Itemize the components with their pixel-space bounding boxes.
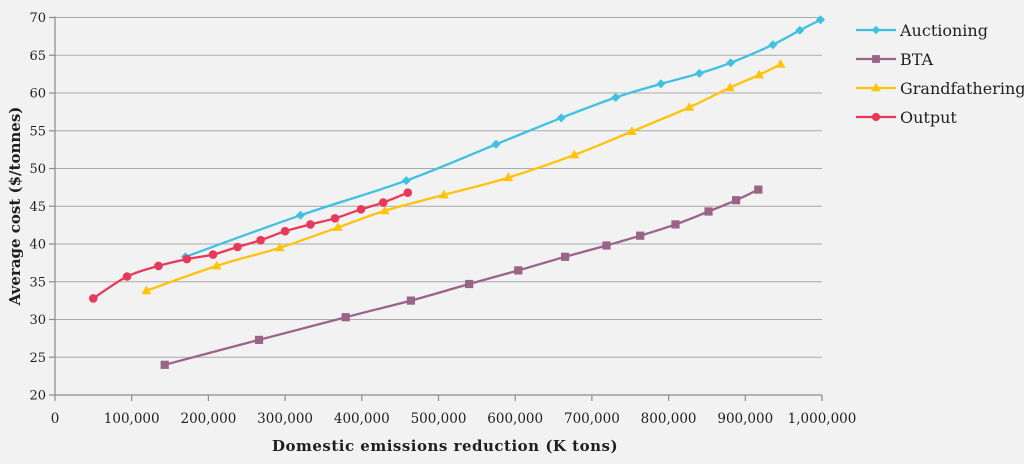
marker-grandfathering (333, 222, 343, 231)
y-tick-label: 25 (29, 351, 46, 366)
marker-auctioning (816, 15, 825, 25)
legend-marker-grandfathering (871, 82, 881, 92)
legend-item-auctioning: Auctioning (855, 20, 1024, 40)
series-line-bta (163, 188, 760, 366)
marker-auctioning (611, 93, 621, 102)
x-tick-label: 700,000 (564, 411, 620, 427)
legend-swatch-bta (856, 55, 896, 63)
marker-bta (704, 207, 713, 216)
x-tick-label: 200,000 (180, 411, 236, 427)
legend-marker-auctioning (871, 25, 881, 35)
x-tick-label: 600,000 (487, 411, 543, 427)
marker-grandfathering (274, 242, 285, 252)
marker-grandfathering (439, 189, 449, 199)
marker-auctioning (295, 210, 305, 220)
marker-auctioning (491, 139, 501, 149)
marker-bta (754, 185, 763, 194)
marker-output (256, 235, 265, 245)
marker-output (182, 254, 192, 264)
marker-bta (732, 196, 741, 205)
marker-bta (254, 335, 264, 344)
marker-output (379, 198, 388, 207)
marker-bta (341, 313, 350, 322)
marker-output (208, 250, 218, 259)
marker-output (330, 214, 340, 223)
legend-label-output: Output (900, 107, 957, 127)
x-tick-label: 800,000 (641, 411, 697, 427)
marker-grandfathering (754, 69, 764, 79)
legend-label-auctioning: Auctioning (900, 20, 988, 40)
marker-bta (636, 231, 645, 240)
marker-bta (514, 266, 523, 275)
series-line-grandfathering (145, 63, 782, 292)
marker-grandfathering (503, 172, 514, 182)
y-tick-label: 40 (29, 238, 46, 253)
y-tick-label: 30 (29, 313, 46, 328)
marker-bta (671, 220, 680, 229)
x-tick-label: 100,000 (104, 411, 160, 427)
legend-swatch-grandfathering (856, 82, 896, 92)
legend-item-output: Output (855, 107, 1024, 127)
marker-auctioning (726, 58, 736, 68)
y-tick-label: 45 (29, 200, 46, 215)
marker-output (306, 220, 315, 229)
legend-swatch-auctioning (856, 25, 896, 35)
legend-item-grandfathering: Grandfathering (855, 78, 1024, 98)
marker-bta (602, 241, 611, 250)
marker-auctioning (694, 68, 704, 78)
y-tick-label: 50 (29, 162, 46, 177)
y-tick-label: 60 (29, 87, 46, 102)
marker-auctioning (401, 176, 411, 186)
legend-swatch-output (856, 112, 896, 122)
marker-grandfathering (775, 59, 786, 68)
y-tick-label: 65 (29, 49, 46, 64)
legend-item-bta: BTA (855, 49, 1024, 69)
x-tick-label: 500,000 (411, 411, 467, 427)
marker-grandfathering (626, 126, 637, 135)
marker-output (356, 205, 366, 214)
marker-auctioning (795, 25, 805, 35)
marker-bta (406, 296, 415, 305)
marker-output (233, 242, 242, 252)
marker-bta (465, 279, 474, 289)
marker-grandfathering (141, 285, 152, 295)
marker-bta (160, 360, 169, 369)
legend-marker-bta (872, 55, 880, 63)
legend: Auctioning BTA Grandfathering Output (855, 20, 1024, 127)
legend-label-grandfathering: Grandfathering (900, 78, 1024, 98)
x-tick-label: 1,000,000 (788, 411, 857, 427)
marker-output (280, 226, 290, 236)
marker-auctioning (656, 79, 666, 89)
marker-grandfathering (725, 82, 735, 92)
marker-grandfathering (379, 205, 390, 215)
legend-marker-output (871, 112, 881, 122)
y-tick-label: 20 (29, 389, 46, 404)
y-tick-label: 55 (29, 124, 46, 139)
y-axis-title: Average cost ($/tonnes) (6, 106, 24, 306)
y-tick-label: 70 (29, 11, 46, 26)
x-tick-label: 300,000 (257, 411, 313, 427)
marker-output (122, 272, 132, 281)
marker-output (89, 294, 98, 303)
marker-grandfathering (569, 149, 580, 159)
marker-grandfathering (211, 260, 222, 270)
x-tick-label: 0 (51, 411, 60, 427)
y-tick-label: 35 (29, 275, 46, 290)
marker-grandfathering (684, 102, 695, 111)
marker-output (403, 188, 413, 197)
x-axis-title: Domestic emissions reduction (K tons) (271, 437, 619, 455)
x-tick-label: 900,000 (717, 411, 773, 427)
marker-bta (561, 252, 570, 261)
legend-label-bta: BTA (900, 49, 934, 69)
marker-auctioning (768, 40, 778, 50)
marker-auctioning (556, 113, 566, 123)
marker-output (154, 261, 163, 271)
x-tick-label: 400,000 (334, 411, 390, 427)
